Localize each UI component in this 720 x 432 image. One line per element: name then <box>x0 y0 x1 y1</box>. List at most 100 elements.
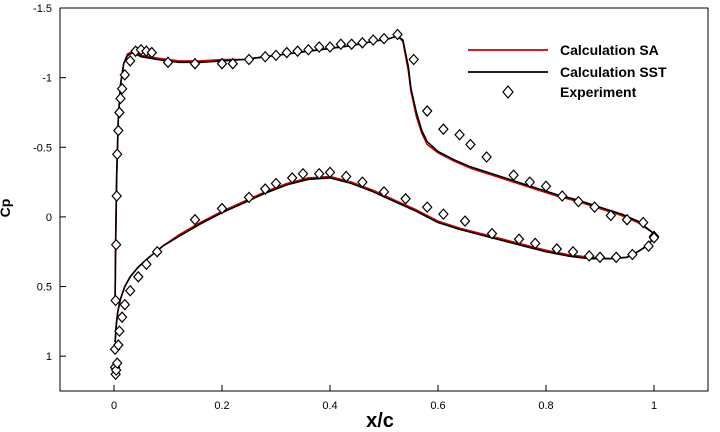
experiment-point <box>438 123 449 136</box>
y-tick-label: 0 <box>46 212 52 224</box>
y-tick-label: -0.5 <box>33 142 52 154</box>
experiment-point <box>110 294 121 307</box>
experiment-point <box>357 36 368 49</box>
experiment-point <box>114 106 125 119</box>
legend-label-sst: Calculation SST <box>560 64 667 80</box>
x-tick-label: 0 <box>111 400 117 412</box>
experiment-point <box>124 284 136 297</box>
experiment-point <box>116 82 128 95</box>
experiment-point <box>110 238 122 251</box>
experiment-point <box>486 227 498 240</box>
experiment-point <box>111 148 123 161</box>
x-tick-label: 0.4 <box>322 400 337 412</box>
experiment-point <box>378 32 390 45</box>
y-tick-label: 0.5 <box>37 282 52 294</box>
experiment-point <box>459 215 471 227</box>
experiment-point <box>324 166 336 179</box>
experiment-point <box>357 176 368 188</box>
experiment-point <box>540 180 552 193</box>
experiment-point <box>111 357 123 370</box>
experiment-point <box>454 128 465 141</box>
x-axis-title: x/c <box>366 410 394 432</box>
experiment-point <box>216 57 228 70</box>
experiment-point <box>115 92 126 105</box>
sa-curve-lower <box>114 175 655 343</box>
experiment-point <box>113 339 124 351</box>
experiment-point <box>113 124 124 137</box>
experiment-point <box>627 248 638 261</box>
experiment-point <box>132 270 144 283</box>
y-tick-label: -1 <box>42 73 52 85</box>
experiment-point <box>513 233 525 246</box>
experiment-point <box>270 49 282 62</box>
experiment-point <box>529 237 541 250</box>
experiment-point <box>116 311 128 324</box>
experiment-point <box>465 138 476 151</box>
x-tick-label: 0.2 <box>214 400 229 412</box>
experiment-point <box>392 28 403 41</box>
experiment-point <box>340 170 352 183</box>
experiment-point <box>551 243 563 255</box>
experiment-point <box>151 245 163 258</box>
experiment-point <box>408 53 420 66</box>
experiment-point <box>400 192 411 205</box>
experiment-point <box>367 34 379 46</box>
experiment-point <box>481 151 492 163</box>
experiment-point <box>114 325 125 338</box>
experiment-point <box>141 258 152 271</box>
experiment-point <box>297 167 309 180</box>
experiment-point <box>508 169 519 182</box>
x-tick-label: 0.6 <box>430 400 445 412</box>
experiment-point <box>270 177 282 190</box>
experiment-point <box>281 46 293 59</box>
experiment-point <box>605 209 617 222</box>
experiment-point <box>589 201 600 214</box>
experiment-point <box>648 231 660 244</box>
experiment-point <box>259 50 271 63</box>
experiment-point <box>162 56 174 69</box>
x-tick-label: 1 <box>651 400 657 412</box>
experiment-point <box>378 185 390 198</box>
y-tick-label: -1.5 <box>33 3 52 15</box>
experiment-point <box>421 201 433 214</box>
experiment-point <box>119 68 131 81</box>
legend-label-sa: Calculation SA <box>560 42 659 58</box>
experiment-point <box>216 202 228 215</box>
sst-curve-lower <box>114 177 655 343</box>
experiment-point <box>313 41 325 53</box>
experiment-point <box>335 38 347 51</box>
experiment-point <box>610 251 622 264</box>
experiment-point <box>303 43 314 56</box>
series-layer <box>109 28 660 381</box>
experiment-point <box>346 38 357 51</box>
experiment-point <box>111 190 123 202</box>
experiment-point <box>583 250 595 262</box>
experiment-point <box>227 57 239 70</box>
experiment-point <box>573 195 584 208</box>
plot-frame <box>59 7 709 392</box>
ticks-layer: 0 0.2 0.4 0.6 0.8 1 -1.5 -1 -0.5 0 0.5 1 <box>33 3 657 412</box>
experiment-point <box>621 213 633 226</box>
experiment-point <box>243 53 255 66</box>
legend: Calculation SA Calculation SST Experimen… <box>468 42 667 100</box>
experiment-point <box>110 364 122 377</box>
experiment-point <box>286 172 298 184</box>
experiment-point <box>637 216 649 229</box>
experiment-point <box>643 240 654 253</box>
experiment-point <box>567 245 579 258</box>
experiment-point <box>189 213 201 226</box>
experiment-point <box>124 55 136 67</box>
y-tick-label: 1 <box>46 351 52 363</box>
y-axis-title: Cp <box>0 199 13 218</box>
experiment-point <box>189 57 201 70</box>
experiment-point <box>594 251 606 264</box>
experiment-point <box>292 45 303 58</box>
experiment-point <box>243 191 255 204</box>
legend-swatch-experiment <box>502 85 514 99</box>
experiment-point <box>119 298 131 311</box>
experiment-point <box>421 105 433 117</box>
experiment-point <box>556 190 568 202</box>
experiment-point <box>324 41 336 53</box>
experiment-point <box>259 183 271 195</box>
